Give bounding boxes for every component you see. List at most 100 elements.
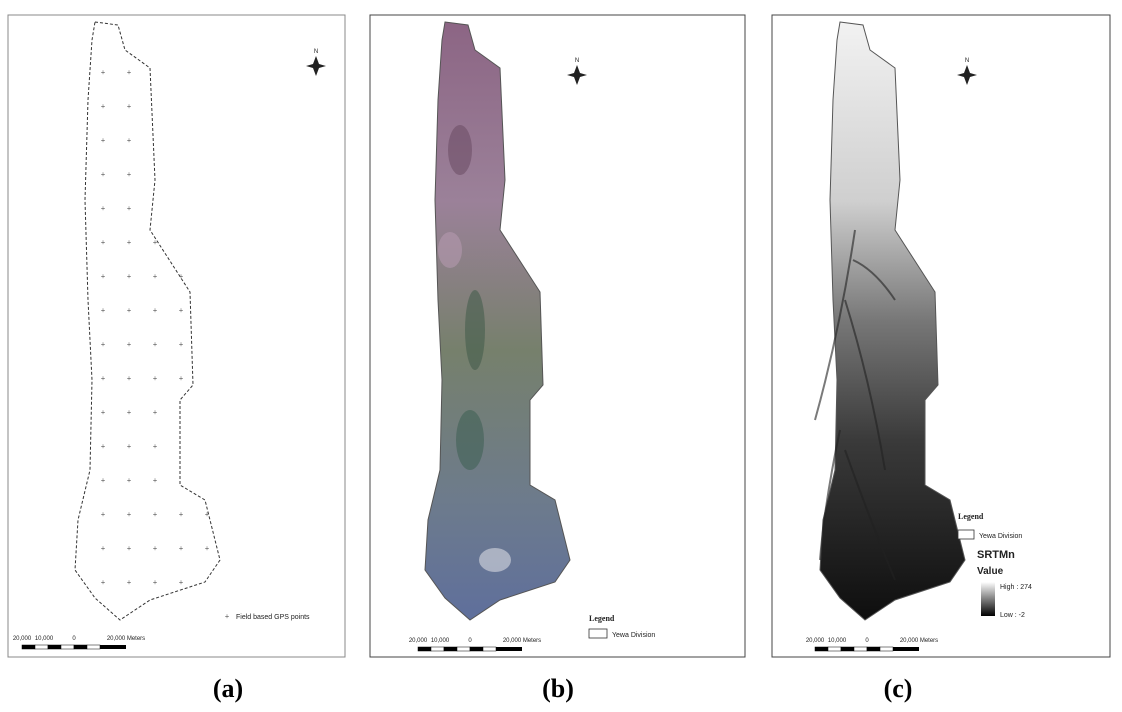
figure: + + + + + + + + + + + + + + + + + + + + + + + + + + + + + + + + + + + + + + + +…: [0, 0, 1122, 712]
legend-raster-title: SRTMn: [977, 549, 1015, 561]
gps-point: +: [101, 306, 106, 315]
legend-marker: +: [225, 612, 230, 621]
gps-point: +: [153, 442, 158, 451]
gps-point: +: [153, 272, 158, 281]
scale-label: 20,000: [409, 638, 428, 644]
scale-label: 20,000 Meters: [900, 638, 938, 644]
scale-bar-segment: [854, 647, 867, 651]
gps-point: +: [127, 442, 132, 451]
north-label: N: [575, 58, 579, 64]
gps-point: +: [101, 476, 106, 485]
land-cover-patch: [479, 548, 511, 572]
legend-ramp: [981, 582, 995, 616]
scale-bar-segment: [496, 647, 522, 651]
gps-point: +: [179, 578, 184, 587]
scale-bar-segment: [457, 647, 470, 651]
gps-point: +: [127, 306, 132, 315]
scale-label: 10,000: [35, 636, 54, 642]
gps-point: +: [127, 238, 132, 247]
gps-point: +: [101, 170, 106, 179]
scale-bar-segment: [841, 647, 854, 651]
gps-point: +: [127, 340, 132, 349]
gps-point: +: [153, 544, 158, 553]
scale-bar-segment: [35, 645, 48, 649]
scale-bar-segment: [470, 647, 483, 651]
gps-point: +: [127, 578, 132, 587]
gps-point: +: [101, 544, 106, 553]
gps-point: +: [179, 510, 184, 519]
scale-bar-segment: [893, 647, 919, 651]
scale-label: 10,000: [431, 638, 450, 644]
gps-point: +: [179, 340, 184, 349]
legend-title: Legend: [589, 614, 615, 623]
gps-point: +: [127, 272, 132, 281]
gps-point: +: [101, 408, 106, 417]
gps-point: +: [153, 374, 158, 383]
scale-bar-segment: [828, 647, 841, 651]
gps-point: +: [127, 408, 132, 417]
gps-point: +: [101, 204, 106, 213]
gps-point: +: [127, 204, 132, 213]
scale-bar-segment: [87, 645, 100, 649]
gps-point: +: [101, 136, 106, 145]
scale-label: 10,000: [828, 638, 847, 644]
gps-point: +: [179, 374, 184, 383]
gps-point: +: [153, 340, 158, 349]
legend-low: Low : -2: [1000, 612, 1025, 619]
land-cover-patch: [438, 232, 462, 268]
gps-point: +: [101, 102, 106, 111]
gps-point: +: [101, 578, 106, 587]
gps-point: +: [101, 68, 106, 77]
gps-point: +: [127, 374, 132, 383]
gps-point: +: [101, 510, 106, 519]
legend-value-title: Value: [977, 566, 1004, 577]
gps-point: +: [153, 238, 158, 247]
gps-point: +: [153, 408, 158, 417]
gps-point: +: [101, 442, 106, 451]
gps-point: +: [179, 544, 184, 553]
page: {"panels": [ {"label": "(a)", "legend": …: [0, 0, 1122, 712]
legend-high: High : 274: [1000, 584, 1032, 591]
gps-point: +: [101, 374, 106, 383]
gps-point: +: [127, 476, 132, 485]
legend-swatch: [958, 530, 974, 539]
legend-item: Field based GPS points: [236, 614, 310, 621]
scale-bar-segment: [444, 647, 457, 651]
scale-bar-segment: [431, 647, 444, 651]
scale-label: 20,000: [13, 636, 32, 642]
scale-bar-segment: [22, 645, 35, 649]
gps-point: +: [101, 340, 106, 349]
gps-point: +: [153, 578, 158, 587]
gps-point: +: [153, 510, 158, 519]
land-cover-patch: [456, 410, 484, 470]
scale-bar-segment: [880, 647, 893, 651]
scale-bar-segment: [867, 647, 880, 651]
scale-bar-segment: [483, 647, 496, 651]
gps-point: +: [153, 476, 158, 485]
gps-point: +: [127, 136, 132, 145]
legend-item: Yewa Division: [612, 632, 655, 639]
land-cover-patch: [448, 125, 472, 175]
legend-swatch: [589, 629, 607, 638]
gps-point: +: [153, 306, 158, 315]
scale-bar-segment: [61, 645, 74, 649]
scale-bar-segment: [48, 645, 61, 649]
north-label: N: [314, 49, 318, 55]
scale-bar-segment: [100, 645, 126, 649]
gps-point: +: [205, 544, 210, 553]
panel-label: (b): [542, 674, 574, 703]
gps-point: +: [127, 170, 132, 179]
gps-point: +: [179, 306, 184, 315]
panel-label: (c): [884, 674, 913, 703]
scale-label: 20,000: [806, 638, 825, 644]
gps-point: +: [127, 68, 132, 77]
scale-bar-segment: [815, 647, 828, 651]
gps-point: +: [179, 272, 184, 281]
gps-point: +: [101, 272, 106, 281]
north-label: N: [965, 58, 969, 64]
legend-title: Legend: [958, 512, 984, 521]
scale-label: 20,000 Meters: [107, 636, 145, 642]
scale-label: 20,000 Meters: [503, 638, 541, 644]
land-cover-patch: [465, 290, 485, 370]
legend-item: Yewa Division: [979, 533, 1022, 540]
